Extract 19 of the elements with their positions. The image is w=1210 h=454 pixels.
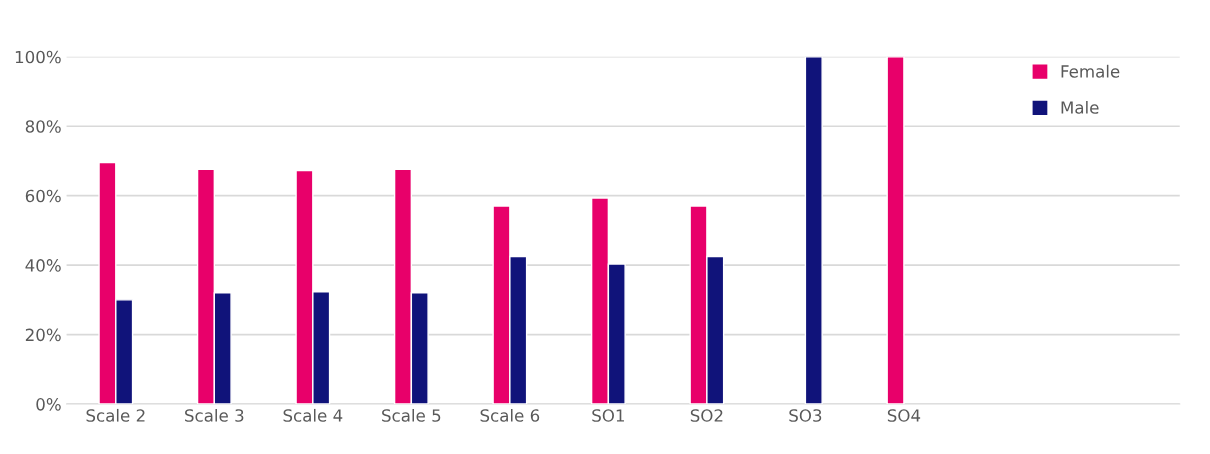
- x-tick-label: Scale 3: [185, 408, 244, 422]
- x-tick-label: SO1: [592, 409, 624, 422]
- x-tick-label: SO4: [887, 409, 921, 422]
- bar: [886, 56, 905, 405]
- x-tick-label: SO3: [789, 409, 822, 422]
- y-tick-label: 40%: [25, 259, 61, 272]
- x-tick-label: Scale 4: [283, 408, 343, 422]
- x-tick-label: SO2: [690, 409, 723, 422]
- legend-label: Female: [1061, 64, 1120, 78]
- x-tick-label: Scale 5: [382, 408, 441, 422]
- x-tick-label: Scale 2: [86, 408, 145, 422]
- y-tick-label: 20%: [25, 328, 61, 342]
- y-tick-label: 100%: [15, 50, 61, 64]
- y-tick-label: 60%: [25, 189, 61, 203]
- y-tick-label: 80%: [25, 120, 61, 133]
- bar: [804, 56, 823, 405]
- legend-label: Male: [1061, 100, 1099, 114]
- x-tick-label: Scale 6: [480, 408, 540, 422]
- y-tick-label: 0%: [36, 398, 61, 411]
